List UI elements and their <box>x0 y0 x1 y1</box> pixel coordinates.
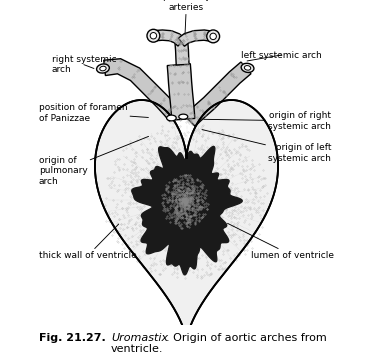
Ellipse shape <box>147 29 160 42</box>
Ellipse shape <box>167 115 176 121</box>
Text: origin of
pulmonary
arch: origin of pulmonary arch <box>39 136 148 186</box>
Polygon shape <box>104 59 181 121</box>
Ellipse shape <box>207 30 220 43</box>
Polygon shape <box>184 62 251 126</box>
Text: pulmonary
arteries: pulmonary arteries <box>162 0 211 35</box>
Text: left systemic arch: left systemic arch <box>241 51 322 61</box>
Text: origin of left
systemic arch: origin of left systemic arch <box>202 130 331 163</box>
Polygon shape <box>178 30 213 46</box>
Text: Uromastix: Uromastix <box>111 332 168 343</box>
Polygon shape <box>95 100 278 342</box>
Text: . Origin of aortic arches from: . Origin of aortic arches from <box>166 332 326 343</box>
Text: origin of right
systemic arch: origin of right systemic arch <box>204 111 331 131</box>
Polygon shape <box>175 42 189 65</box>
Text: right systemic
arch: right systemic arch <box>51 55 116 74</box>
Ellipse shape <box>244 66 251 70</box>
Ellipse shape <box>210 33 216 40</box>
Ellipse shape <box>100 66 106 71</box>
Polygon shape <box>154 30 185 46</box>
Polygon shape <box>167 64 195 120</box>
Text: position of foramen
of Panizzae: position of foramen of Panizzae <box>39 103 148 122</box>
Polygon shape <box>132 147 242 275</box>
Ellipse shape <box>150 32 157 39</box>
Ellipse shape <box>179 114 188 119</box>
Text: lumen of ventricle: lumen of ventricle <box>228 223 334 260</box>
Ellipse shape <box>241 63 254 73</box>
Text: Fig. 21.27.: Fig. 21.27. <box>39 332 106 343</box>
Ellipse shape <box>97 64 109 73</box>
Text: thick wall of ventricle: thick wall of ventricle <box>39 224 137 260</box>
Text: ventricle.: ventricle. <box>111 344 163 354</box>
